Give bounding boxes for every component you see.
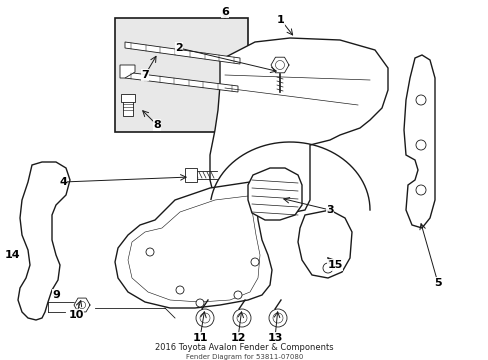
Circle shape bbox=[200, 313, 209, 323]
Circle shape bbox=[196, 309, 214, 327]
Circle shape bbox=[272, 313, 283, 323]
Text: 3: 3 bbox=[325, 205, 333, 215]
Circle shape bbox=[250, 258, 259, 266]
Text: 12: 12 bbox=[230, 333, 245, 343]
Circle shape bbox=[415, 140, 425, 150]
Polygon shape bbox=[18, 162, 70, 320]
Polygon shape bbox=[74, 298, 90, 312]
Circle shape bbox=[232, 309, 250, 327]
Text: 13: 13 bbox=[267, 333, 282, 343]
Text: 7: 7 bbox=[141, 70, 148, 80]
Polygon shape bbox=[247, 168, 302, 220]
Polygon shape bbox=[403, 55, 434, 228]
Text: 11: 11 bbox=[192, 333, 207, 343]
Circle shape bbox=[196, 299, 203, 307]
Circle shape bbox=[237, 313, 246, 323]
Circle shape bbox=[275, 60, 284, 69]
Text: 2: 2 bbox=[175, 43, 183, 53]
Circle shape bbox=[323, 263, 332, 273]
Circle shape bbox=[415, 95, 425, 105]
Text: 1: 1 bbox=[277, 15, 285, 25]
Text: 6: 6 bbox=[221, 7, 228, 17]
Bar bbox=[115, 18, 247, 132]
Text: Fender Diagram for 53811-07080: Fender Diagram for 53811-07080 bbox=[185, 354, 303, 360]
Circle shape bbox=[415, 185, 425, 195]
Polygon shape bbox=[209, 38, 387, 215]
Polygon shape bbox=[120, 65, 135, 78]
Polygon shape bbox=[125, 72, 238, 92]
Bar bbox=[121, 94, 135, 102]
Circle shape bbox=[176, 286, 183, 294]
Circle shape bbox=[234, 291, 242, 299]
Polygon shape bbox=[270, 57, 288, 73]
Polygon shape bbox=[125, 42, 240, 64]
Text: 14: 14 bbox=[4, 250, 20, 260]
Circle shape bbox=[146, 248, 154, 256]
Polygon shape bbox=[297, 210, 351, 278]
Text: 9: 9 bbox=[52, 290, 60, 300]
Bar bbox=[184, 168, 197, 182]
Text: 2016 Toyota Avalon Fender & Components: 2016 Toyota Avalon Fender & Components bbox=[155, 343, 333, 352]
Text: 4: 4 bbox=[59, 177, 67, 187]
Text: 15: 15 bbox=[326, 260, 342, 270]
Text: 10: 10 bbox=[68, 310, 83, 320]
Circle shape bbox=[268, 309, 286, 327]
Polygon shape bbox=[115, 182, 271, 308]
Bar bbox=[123, 100, 133, 116]
Text: 8: 8 bbox=[153, 120, 161, 130]
Circle shape bbox=[78, 301, 85, 309]
Text: 5: 5 bbox=[433, 278, 441, 288]
